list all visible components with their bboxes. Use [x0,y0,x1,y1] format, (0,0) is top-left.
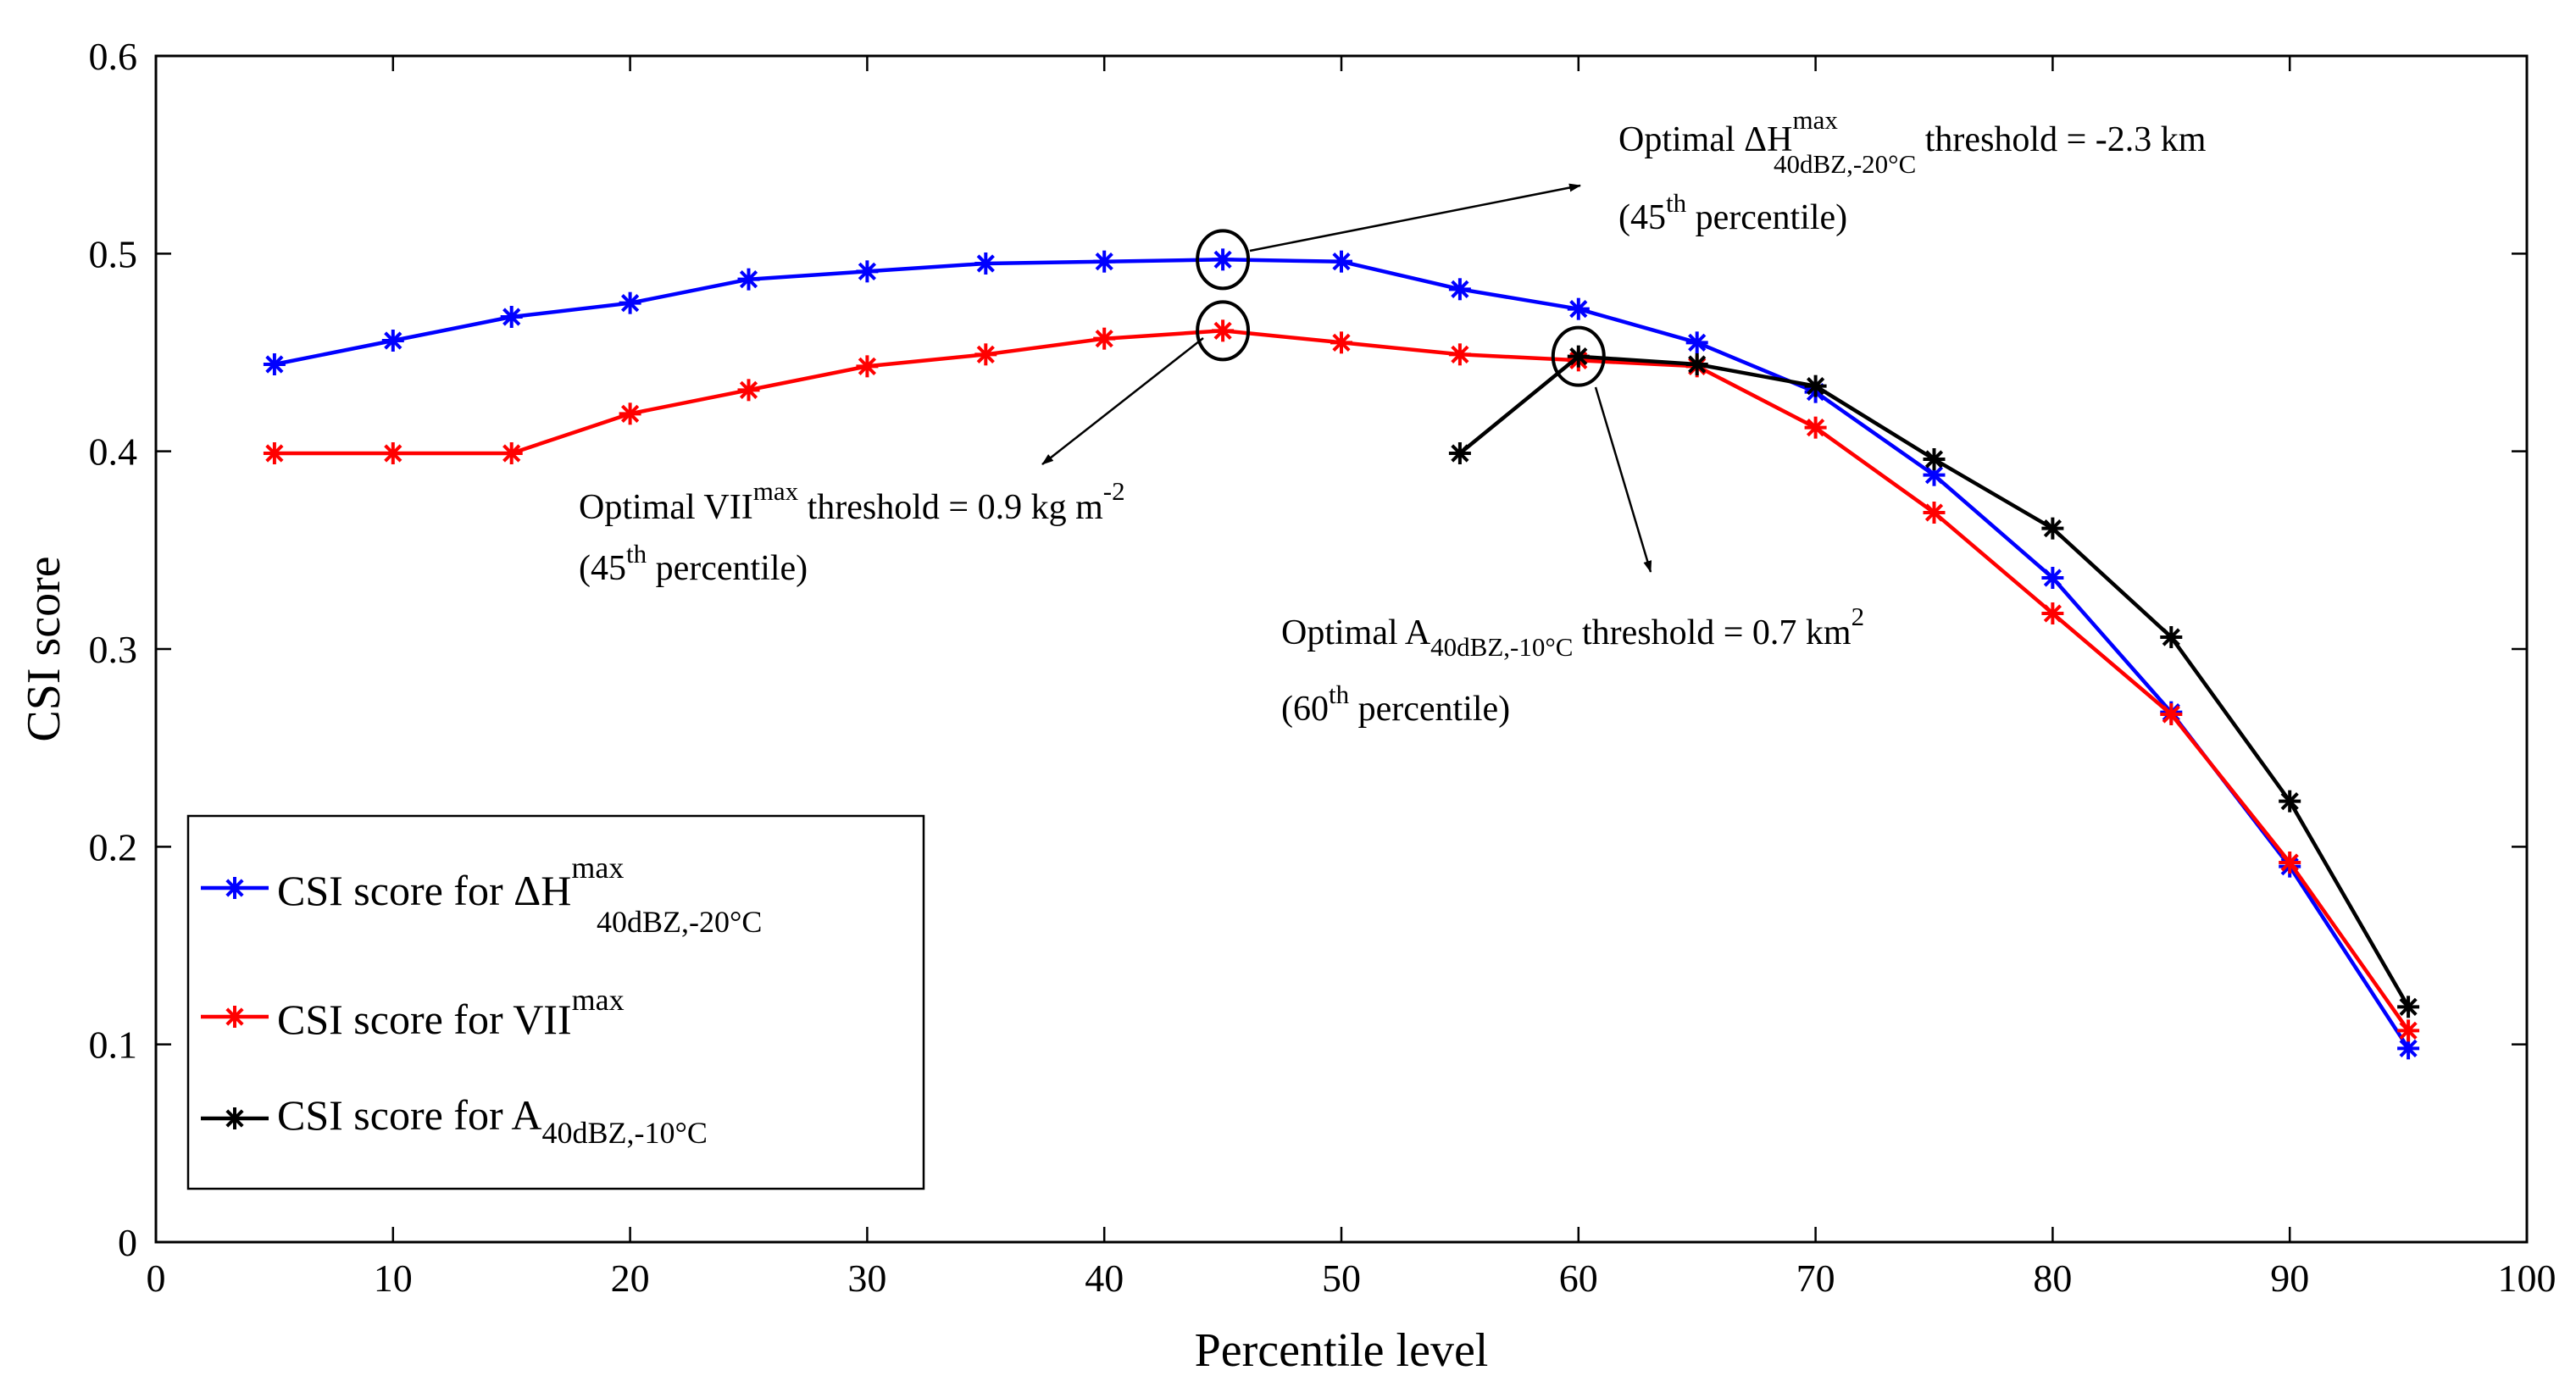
data-point-series-0 [500,306,523,328]
data-point-series-1 [2397,1019,2420,1042]
x-tick-label: 40 [1085,1257,1124,1300]
x-axis: 0 10 20 30 40 50 60 70 80 90 100 [147,56,2557,1300]
data-point-series-2 [1448,442,1471,464]
y-tick-label: 0.5 [89,232,138,275]
x-tick-label: 100 [2498,1257,2557,1300]
x-tick-label: 10 [374,1257,413,1300]
data-point-series-0 [856,260,879,283]
y-tick-label: 0.1 [89,1024,138,1067]
data-point-series-2 [1685,353,1708,375]
x-axis-label: Percentile level [1195,1324,1489,1377]
legend-box [186,814,925,1190]
annotation-circles [1196,229,1606,387]
x-tick-label: 90 [2270,1257,2309,1300]
legend-swatch-marker-0 [224,877,246,899]
y-axis-label: CSI score [18,556,70,741]
annotation-a-line2: (60th percentile) [1281,680,1510,729]
annotation-arrow-dh [1249,183,1581,252]
x-tick-label: 0 [147,1257,166,1300]
data-point-series-1 [1923,502,1946,524]
data-point-series-0 [974,252,997,275]
y-tick-label: 0.3 [89,628,138,671]
data-point-series-1 [974,343,997,366]
data-point-series-2 [1923,448,1946,470]
data-point-series-1 [381,442,404,464]
data-point-series-0 [1567,297,1590,320]
data-point-series-0 [1212,248,1235,271]
annotation-dh-line2: (45th percentile) [1618,188,1847,237]
x-tick-label: 30 [847,1257,886,1300]
annotation-circle-0 [1196,229,1251,291]
data-point-series-1 [737,379,760,402]
data-point-series-2 [2041,517,2064,540]
data-point-series-1 [1448,343,1471,366]
legend: CSI score for ΔHmax 40dBZ,-20°C CSI score… [186,814,925,1190]
annotation-vii-line1: Optimal VIImax threshold = 0.9 kg m-2 [579,476,1125,527]
data-point-series-1 [1804,416,1827,439]
legend-swatch-marker-2 [224,1107,246,1129]
data-point-series-0 [263,353,286,375]
data-point-series-1 [1093,327,1116,350]
annotation-dh-line1: Optimal ΔHmax 40dBZ,-20°C threshold = -2.… [1618,105,2207,179]
data-point-series-1 [619,402,641,425]
annotation-circle-1 [1196,300,1251,362]
data-point-series-0 [619,291,641,314]
y-tick-label: 0.6 [89,35,138,78]
data-point-series-1 [263,442,286,464]
x-tick-label: 70 [1796,1257,1835,1300]
data-point-series-2 [2160,626,2183,648]
data-point-series-0 [1093,250,1116,273]
data-point-series-2 [2397,996,2420,1018]
series-layer [263,248,2420,1060]
data-point-series-1 [1212,319,1235,342]
x-tick-label: 20 [611,1257,650,1300]
data-point-series-1 [2279,852,2301,874]
x-tick-label: 50 [1322,1257,1361,1300]
x-tick-label: 80 [2033,1257,2072,1300]
y-tick-label: 0.2 [89,825,138,868]
data-point-series-1 [2041,602,2064,624]
legend-entry-vii: CSI score for VIImax [277,983,625,1043]
legend-entry-dh: CSI score for ΔHmax 40dBZ,-20°C [277,851,762,939]
data-point-series-1 [2160,703,2183,725]
data-point-series-0 [1685,331,1708,354]
legend-entry-a: CSI score for A40dBZ,-10°C [277,1091,708,1150]
x-tick-label: 60 [1559,1257,1598,1300]
data-point-series-0 [381,330,404,352]
data-point-series-2 [1804,374,1827,397]
data-point-series-0 [1330,250,1352,273]
data-point-series-2 [2279,790,2301,813]
y-tick-label: 0.4 [89,430,138,474]
annotation-a-line1: Optimal A40dBZ,-10°C threshold = 0.7 km2 [1281,602,1864,662]
legend-swatch-marker-1 [224,1006,246,1028]
data-point-series-1 [1330,331,1352,354]
data-point-series-0 [737,268,760,291]
annotation-circle-2 [1551,325,1606,387]
data-point-series-1 [500,442,523,464]
y-axis: 0 0.1 0.2 0.3 0.4 0.5 0.6 [89,35,2527,1264]
annotation-vii-line2: (45th percentile) [579,539,808,588]
data-point-series-0 [1448,278,1471,301]
data-point-series-2 [1567,345,1590,368]
annotation-arrow-vii [1041,337,1204,465]
data-point-series-1 [856,355,879,378]
legend-swatches [201,877,269,1129]
y-tick-label: 0 [118,1221,137,1264]
annotation-arrow-a [1594,386,1652,573]
data-point-series-0 [2041,567,2064,589]
